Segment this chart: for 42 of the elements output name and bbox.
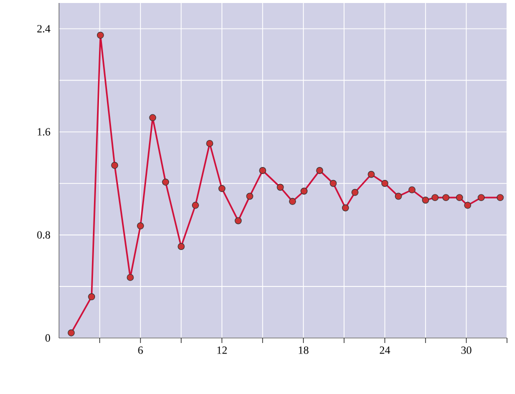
- y-tick-label: 2.4: [37, 25, 50, 32]
- point: [218, 185, 226, 192]
- point: [342, 204, 349, 212]
- point: [381, 180, 388, 187]
- point: [276, 184, 284, 191]
- point: [408, 186, 416, 194]
- x-tick-label: 24: [380, 346, 390, 354]
- point: [432, 194, 439, 202]
- point: [246, 192, 254, 200]
- point: [394, 192, 402, 200]
- point: [178, 243, 185, 250]
- point: [496, 194, 504, 202]
- point: [330, 180, 337, 187]
- point: [289, 198, 296, 205]
- point: [88, 293, 96, 300]
- point: [368, 170, 375, 178]
- point: [149, 114, 156, 122]
- point: [351, 188, 358, 196]
- point: [478, 194, 485, 202]
- point: [234, 217, 242, 224]
- y-tick-label: 1.6: [38, 128, 50, 136]
- point: [456, 194, 463, 202]
- point: [136, 222, 144, 230]
- point: [96, 32, 104, 39]
- point: [68, 329, 75, 336]
- point: [422, 196, 430, 204]
- y-tick-label: 0.8: [37, 231, 50, 239]
- x-tick-label: 18: [298, 346, 308, 354]
- point: [206, 140, 214, 147]
- point: [316, 167, 324, 174]
- point: [259, 167, 266, 174]
- point: [464, 202, 472, 209]
- y-tick-label: 0: [45, 334, 50, 342]
- x-tick-label: 12: [217, 346, 227, 354]
- x-tick-label: 30: [461, 346, 472, 354]
- point: [126, 274, 134, 281]
- point: [300, 188, 308, 195]
- point: [192, 202, 199, 209]
- point: [442, 194, 450, 202]
- point: [111, 162, 118, 169]
- x-tick-label: 6: [138, 346, 143, 354]
- point: [162, 178, 170, 186]
